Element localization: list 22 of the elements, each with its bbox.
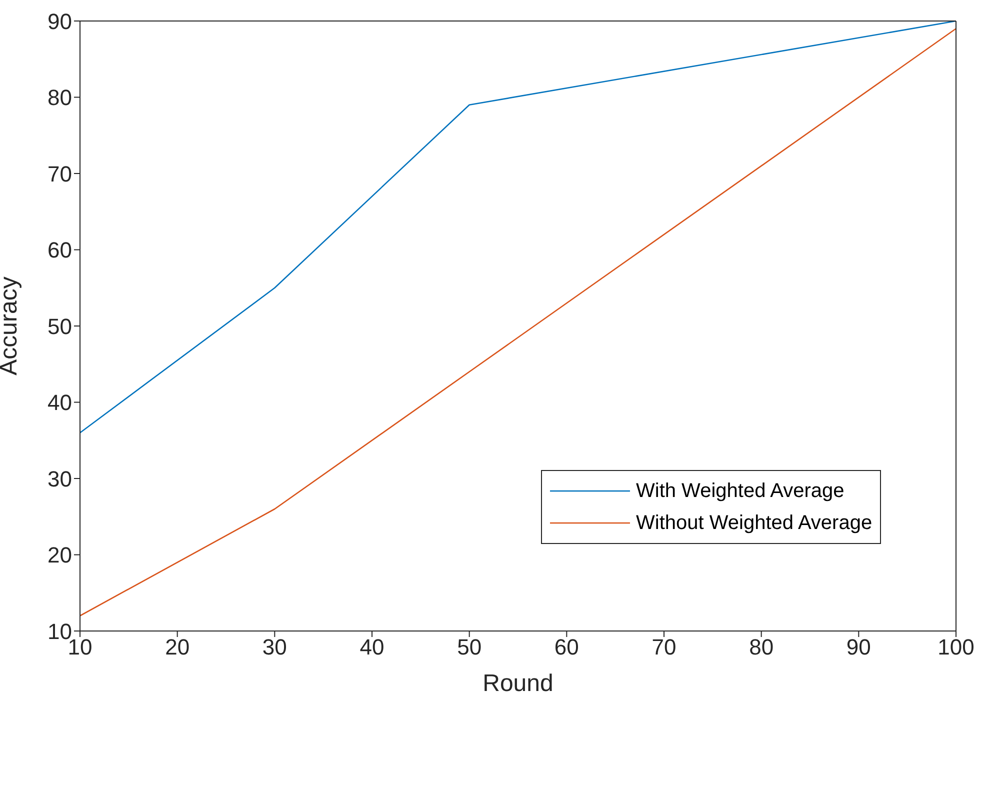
x-tick-label: 60: [554, 634, 579, 660]
y-tick-label: 50: [48, 314, 72, 339]
x-axis-title: Round: [482, 670, 554, 697]
y-axis-title: Accuracy: [0, 276, 23, 376]
x-tick-label: 70: [652, 634, 676, 660]
y-tick-label: 90: [48, 8, 72, 34]
legend-label: Without Weighted Average: [636, 512, 872, 534]
y-tick-label: 40: [48, 390, 72, 416]
line-series: [80, 28, 956, 616]
x-tick-label: 20: [165, 634, 190, 660]
x-tick-label: 100: [938, 634, 974, 660]
y-tick-label: 30: [48, 466, 72, 492]
x-tick-label: 80: [749, 634, 774, 660]
y-tick-label: 80: [48, 85, 72, 110]
y-tick-label: 20: [48, 542, 72, 568]
y-tick-label: 60: [48, 238, 72, 263]
legend-label: With Weighted Average: [636, 480, 844, 502]
x-tick-label: 50: [457, 634, 482, 660]
y-tick-label: 70: [48, 161, 72, 186]
x-tick-label: 90: [846, 634, 871, 660]
x-tick-label: 40: [360, 634, 384, 660]
x-tick-label: 30: [262, 634, 287, 660]
